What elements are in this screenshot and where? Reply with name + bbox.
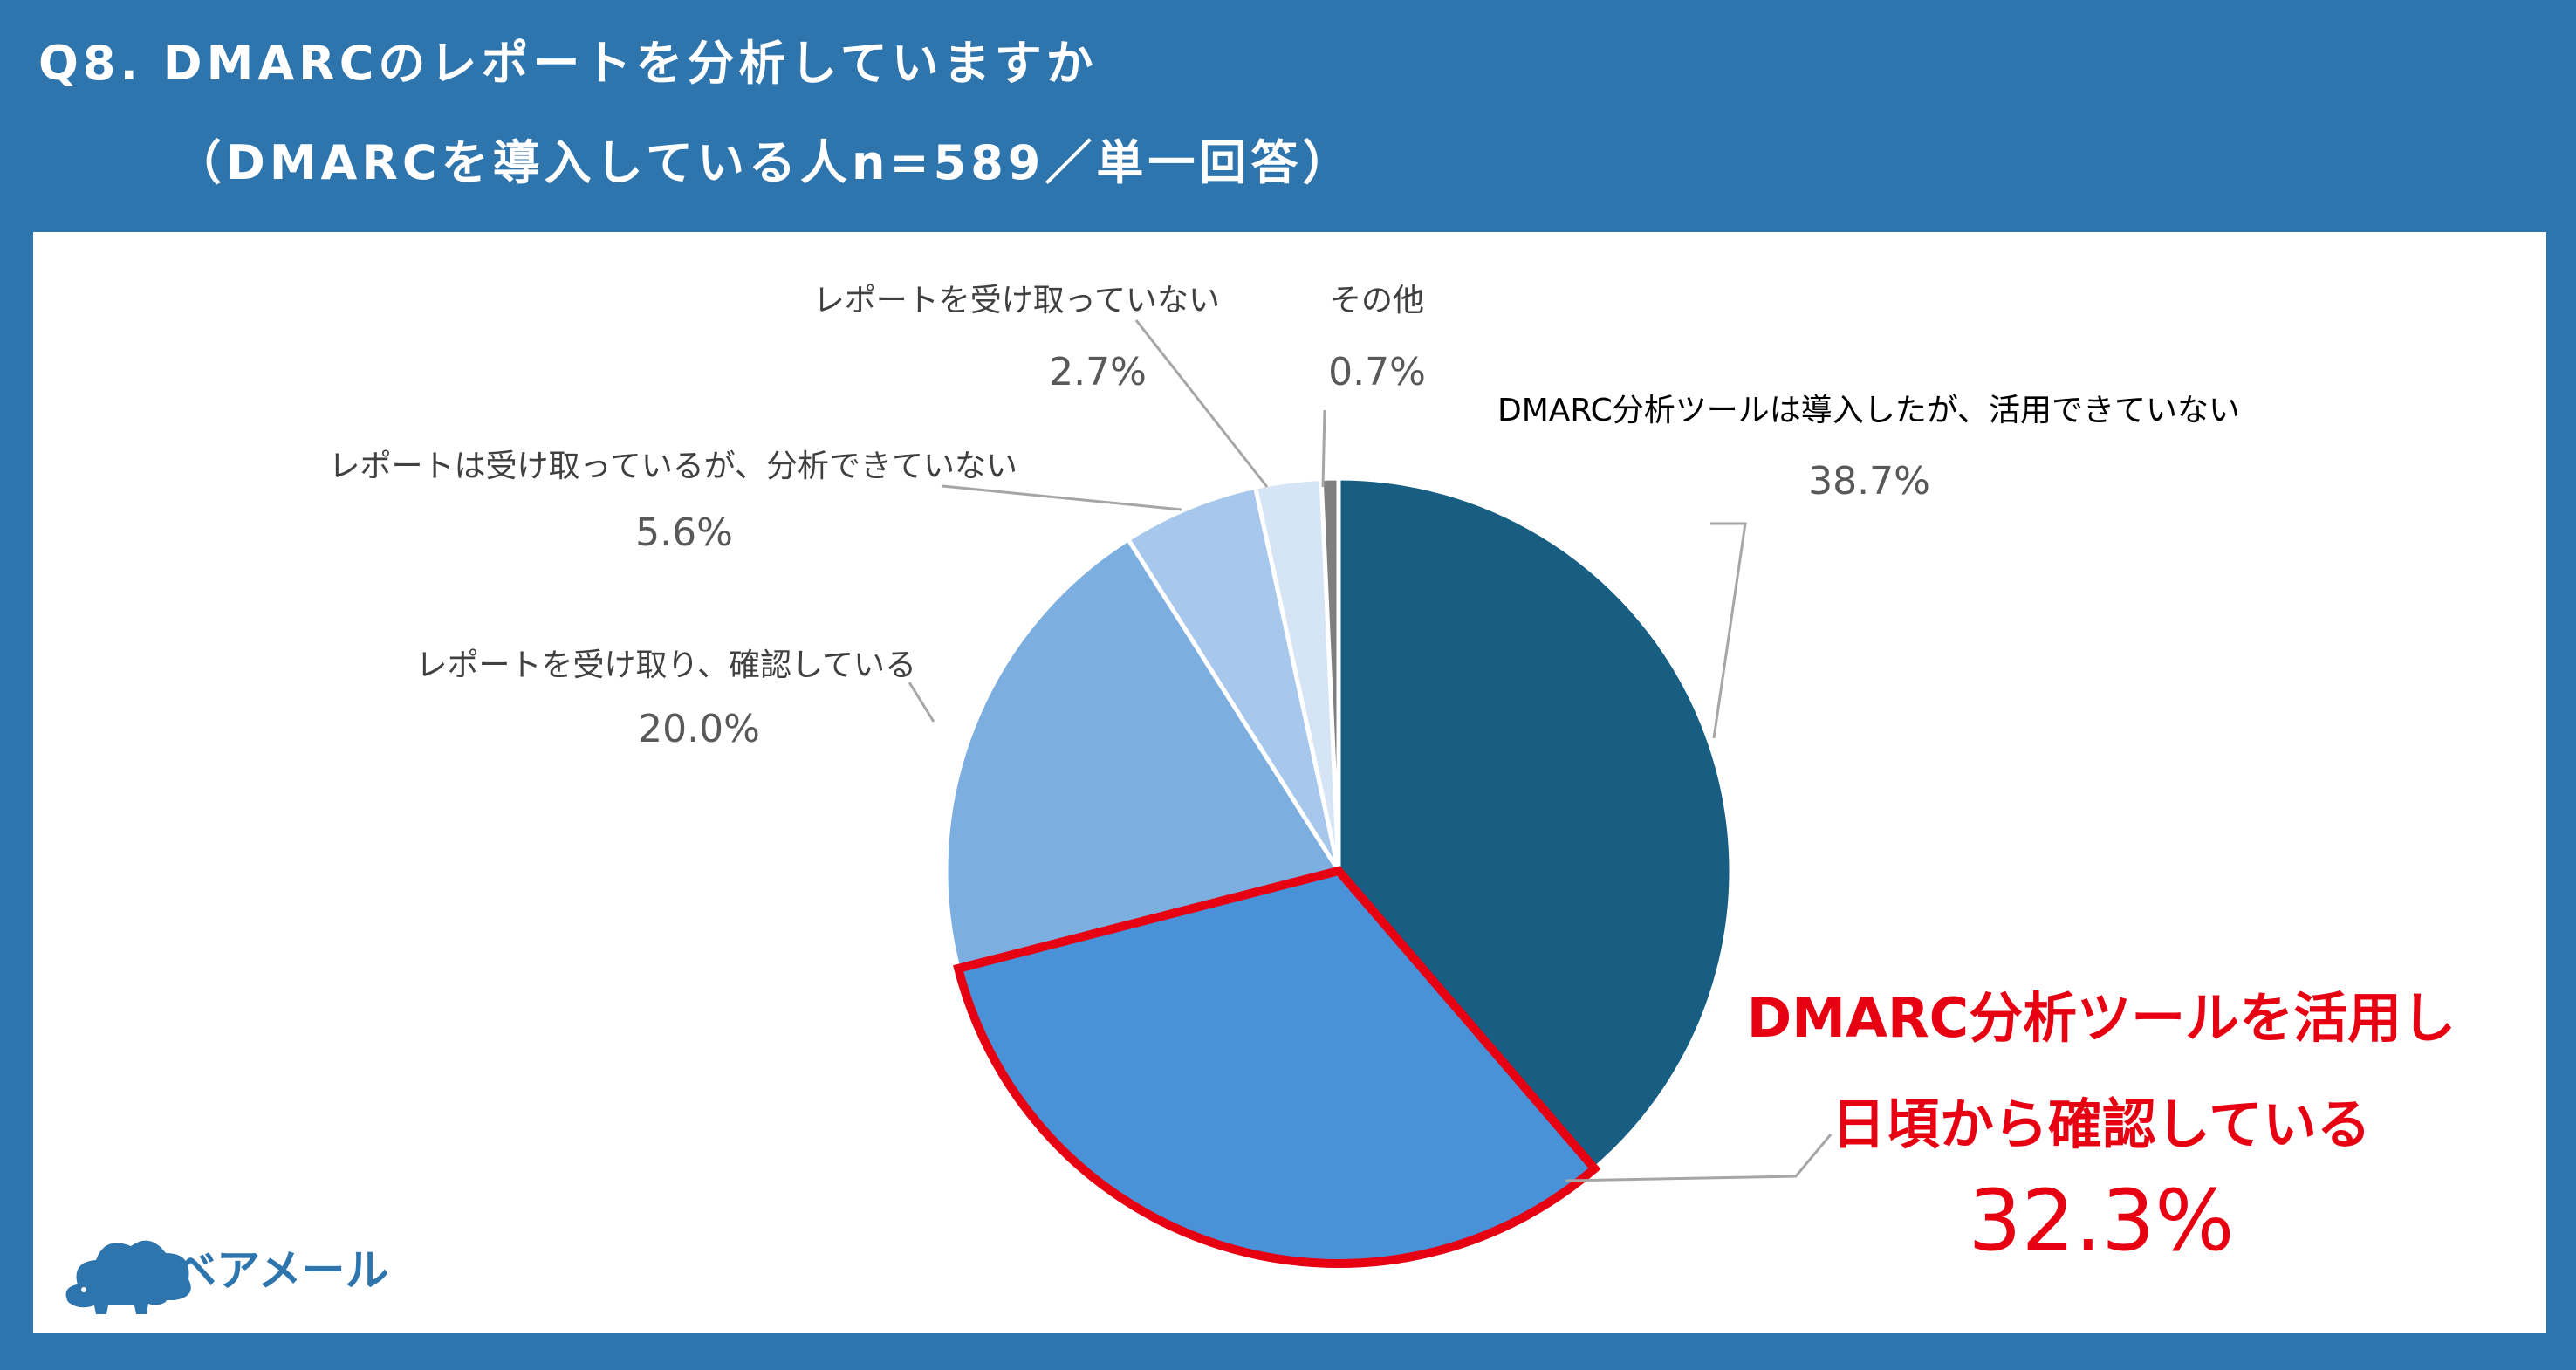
slice-value-6: 0.7% <box>1328 350 1426 394</box>
chart-subtitle: （DMARCを導入している人n=589／単一回答） <box>175 135 1354 190</box>
brand-name: ベアメール <box>173 1245 389 1296</box>
leader-line-2 <box>1565 1134 1833 1182</box>
slice-value-1: 38.7% <box>1808 459 1930 503</box>
pie-chart: DMARC分析ツールは導入したが、活用できていない 38.7% DMARC分析ツール… <box>329 283 2456 1270</box>
chart-title: Q8. DMARCのレポートを分析していますか <box>38 36 1098 91</box>
pie-slice-3 <box>943 536 1342 971</box>
slice-value-2: 32.3% <box>1969 1172 2235 1270</box>
highlight-outline <box>953 866 1601 1268</box>
slice-value-4: 5.6% <box>635 510 733 555</box>
slice-label-2: 日頃から確認している <box>1832 1093 2371 1156</box>
pie-slice-1 <box>1336 476 1734 1172</box>
pie-slice-6 <box>1319 476 1341 872</box>
slice-label-2: DMARC分析ツールを活用し <box>1747 986 2456 1050</box>
slice-label-4: レポートは受け取っているが、分析できていない <box>329 449 1017 484</box>
pie-slice-4 <box>1125 484 1341 873</box>
slice-label-1: DMARC分析ツールは導入したが、活用できていない <box>1497 393 2240 428</box>
leader-line-5 <box>1134 319 1269 488</box>
leader-line-6 <box>1321 409 1326 488</box>
slice-label-6: その他 <box>1330 283 1424 319</box>
leader-line-3 <box>908 682 935 723</box>
leader-line-1 <box>1710 522 1747 739</box>
slice-label-3: レポートを受け取り、確認している <box>416 647 916 683</box>
bear-cloud-icon <box>65 1240 191 1314</box>
slice-value-5: 2.7% <box>1049 350 1147 394</box>
slice-label-5: レポートを受け取っていない <box>813 283 1220 319</box>
leader-line-4 <box>942 484 1182 511</box>
slice-value-3: 20.0% <box>638 707 760 751</box>
chart-panel: DMARC分析ツールは導入したが、活用できていない 38.7% DMARC分析ツール… <box>33 232 2546 1333</box>
